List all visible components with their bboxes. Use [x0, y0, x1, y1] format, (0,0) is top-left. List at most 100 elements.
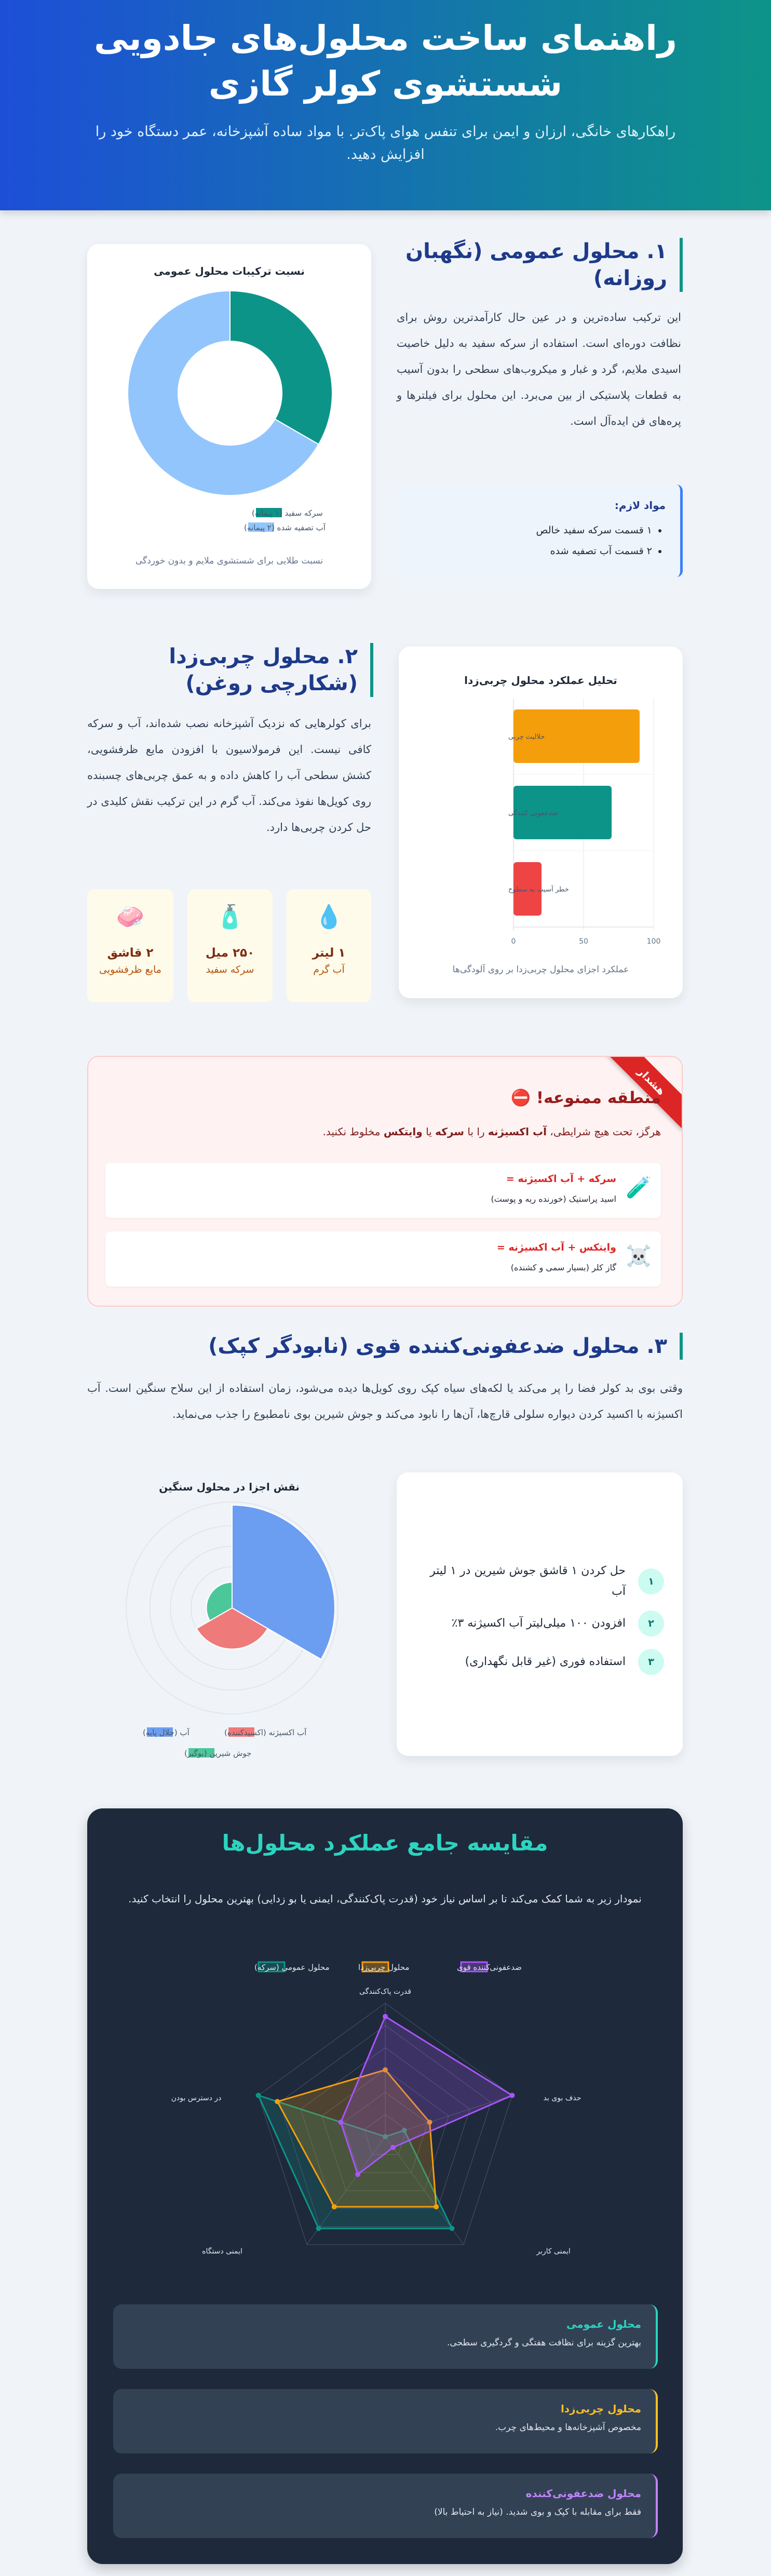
radar-point: [316, 2225, 321, 2231]
bar-chart-card: تحلیل عملکرد محلول چربی‌زدا 0 50 100 حلالیت…: [399, 647, 683, 998]
danger-item: ☠️ وایتکس + آب اکسیژنه = گاز کلر (بسیار …: [105, 1231, 661, 1286]
warning-text: هرگز، تحت هیچ شرایطی، آب اکسیژنه را با س…: [323, 1125, 661, 1138]
radar-chart: قدرت پاک‌کنندگی حذف بوی بد ایمنی کاربر ایمن…: [171, 1961, 581, 2256]
page-subtitle: راهکارهای خانگی، ارزان و ایمن برای تنفس …: [95, 124, 676, 163]
radar-point: [383, 2067, 388, 2073]
danger-item: 🧪 سرکه + آب اکسیژنه = اسید پراستیک (خورن…: [105, 1163, 661, 1218]
radar-axis-label: ایمنی کاربر: [536, 2247, 571, 2256]
donut-slice: [127, 290, 319, 496]
ingredient-item: ۱ قسمت سرکه سفید خالص: [408, 520, 652, 541]
steps-card: ۱ حل کردن ۱ قاشق جوش شیرین در ۱ لیتر آب …: [397, 1472, 683, 1756]
legend-label: ضدعفونی‌کننده قوی: [457, 1963, 522, 1972]
no-entry-icon: ⛔: [510, 1089, 531, 1107]
legend-swatch: [188, 1748, 214, 1757]
legend-label: آب اکسیژنه (اکسیدکننده): [224, 1728, 307, 1737]
radar-grid-ring: [342, 2091, 428, 2173]
stat-value: ۲۵۰ میل: [205, 946, 255, 960]
x-tick-label: 100: [647, 937, 661, 946]
legend-swatch: [228, 1727, 254, 1737]
warning-text-part: هرگز، تحت هیچ شرایطی،: [546, 1125, 661, 1138]
warning-text-part: یا: [422, 1125, 436, 1138]
radar-axis-label: قدرت پاک‌کنندگی: [359, 1987, 411, 1996]
radar-axis-label: حذف بوی بد: [544, 2094, 581, 2102]
danger-item-desc: گاز کلر (بسیار سمی و کشنده): [510, 1263, 616, 1272]
radar-point: [383, 2134, 388, 2139]
summary-desc: بهترین گزینه برای نظافت هفتگی و گردگیری …: [447, 2338, 641, 2348]
y-tick-label: حلالیت چربی: [508, 733, 545, 741]
donut-slice: [229, 290, 333, 445]
polar-slice: [232, 1504, 335, 1660]
bar-chart-title: تحلیل عملکرد محلول چربی‌زدا: [464, 674, 617, 687]
test-tube-icon: 🧪: [626, 1176, 652, 1200]
donut-chart-card: نسبت ترکیبات محلول عمومی سرکه سفید (۱ پی…: [87, 244, 371, 589]
polar-slice: [206, 1581, 233, 1622]
bar-chart: 0 50 100 حلالیت چربی ضدعفونی کنندگی خطر آسیب …: [508, 698, 661, 946]
summary-desc: مخصوص آشپزخانه‌ها و محیط‌های چرب.: [495, 2422, 641, 2433]
ingredients-box: مواد لازم: ۱ قسمت سرکه سفید خالص ۲ قسمت …: [397, 485, 683, 577]
comparison-title: مقایسه جامع عملکرد محلول‌ها: [222, 1830, 548, 1856]
warning-text-bold: وایتکس: [383, 1125, 423, 1138]
section2-title: ۲. محلول چربی‌زدا (شکارچی روغن): [87, 643, 373, 697]
y-tick-label: ضدعفونی کنندگی: [508, 809, 558, 817]
bar-chart-caption: عملکرد اجزای محلول چربی‌زدا بر روی آلودگ…: [452, 964, 629, 975]
section3-title: ۳. محلول ضدعفونی‌کننده قوی (نابودگر کپک): [87, 1333, 683, 1360]
section3-body: وقتی بوی بد کولر فضا را پر می‌کند یا لکه…: [87, 1382, 683, 1420]
legend-label: محلول عمومی (سرکه): [254, 1963, 330, 1972]
comparison-section: مقایسه جامع عملکرد محلول‌ها نمودار زیر ب…: [87, 1808, 683, 2564]
step-number: ۲: [638, 1611, 664, 1636]
radar-point: [383, 2014, 388, 2019]
page-title: راهنمای ساخت محلول‌های جادویی شستشوی کول…: [94, 18, 677, 104]
stat-value: ۲ قاشق: [107, 946, 154, 960]
radar-series-area: [276, 2069, 437, 2208]
legend-label: محلول چربی‌زدا: [358, 1963, 409, 1972]
legend-swatch: [361, 1961, 389, 1973]
step-number: ۳: [638, 1649, 664, 1675]
radar-point: [427, 2119, 432, 2125]
polar-area-chart: آب (حلال پایه) آب اکسیژنه (اکسیدکننده) جوش…: [126, 1501, 339, 1758]
summary-title: محلول چربی‌زدا: [560, 2403, 641, 2415]
bar: [513, 709, 640, 763]
legend-label: آب (حلال پایه): [143, 1728, 190, 1738]
hero-header: راهنمای ساخت محلول‌های جادویی شستشوی کول…: [0, 0, 771, 210]
warning-box: هشدار منطقه ممنوعه! ⛔ هرگز، تحت هیچ شرای…: [87, 1056, 683, 1307]
summary-card-degreaser: محلول چربی‌زدا مخصوص آشپزخانه‌ها و محیط‌…: [113, 2389, 658, 2453]
radar-axis-label: در دسترس بودن: [171, 2094, 222, 2102]
vinegar-bottle-icon: 🧴: [215, 904, 245, 930]
stat-value: ۱ لیتر: [312, 946, 346, 960]
step-text: استفاده فوری (غیر قابل نگهداری): [465, 1655, 626, 1668]
summary-card-disinfectant: محلول ضدعفونی‌کننده فقط برای مقابله با ک…: [113, 2474, 658, 2538]
radar-grid-ring: [258, 2003, 513, 2245]
radar-point: [355, 2171, 361, 2177]
legend-label: جوش شیرین (بوگیر): [184, 1749, 251, 1758]
water-drop-icon: 💧: [315, 904, 343, 930]
x-tick-label: 0: [511, 937, 516, 946]
radar-axis-label: ایمنی دستگاه: [202, 2247, 242, 2256]
warning-text-bold: سرکه: [435, 1125, 464, 1138]
summary-title: محلول ضدعفونی‌کننده: [525, 2487, 641, 2500]
step-text: افزودن ۱۰۰ میلی‌لیتر آب اکسیژنه ۳٪: [451, 1617, 626, 1630]
radar-point: [401, 2128, 407, 2134]
radar-point: [275, 2099, 280, 2104]
radar-point: [331, 2204, 337, 2210]
x-tick-label: 50: [579, 937, 588, 946]
step-item: ۳ استفاده فوری (غیر قابل نگهداری): [420, 1649, 664, 1675]
soap-icon: 🧼: [116, 904, 145, 930]
radar-point: [509, 2092, 515, 2098]
warning-title: منطقه ممنوعه! ⛔: [510, 1088, 661, 1107]
y-tick-label: خطر آسیب به سطوح: [508, 885, 569, 894]
section1-body: این ترکیب ساده‌ترین و در عین حال کارآمدت…: [397, 311, 681, 427]
step-item: ۱ حل کردن ۱ قاشق جوش شیرین در ۱ لیتر آب: [420, 1561, 664, 1602]
ingredients-title: مواد لازم:: [614, 499, 666, 512]
step-text: حل کردن ۱ قاشق جوش شیرین در ۱ لیتر آب: [430, 1564, 626, 1598]
legend-label: آب تصفیه شده (۲ پیمانه): [244, 523, 326, 533]
radar-point: [255, 2092, 261, 2098]
bar: [513, 786, 612, 839]
donut-chart-caption: نسبت طلایی برای شستشوی ملایم و بدون خورد…: [135, 556, 323, 566]
radar-grid-ring: [279, 2025, 492, 2227]
danger-item-title: سرکه + آب اکسیژنه =: [506, 1173, 616, 1185]
summary-title: محلول عمومی: [566, 2318, 641, 2330]
stat-label: سرکه سفید: [206, 964, 254, 975]
warning-text-bold: آب اکسیژنه: [488, 1125, 547, 1138]
donut-chart-title: نسبت ترکیبات محلول عمومی: [154, 265, 305, 277]
danger-item-desc: اسید پراستیک (خورنده ریه و پوست): [491, 1194, 616, 1204]
